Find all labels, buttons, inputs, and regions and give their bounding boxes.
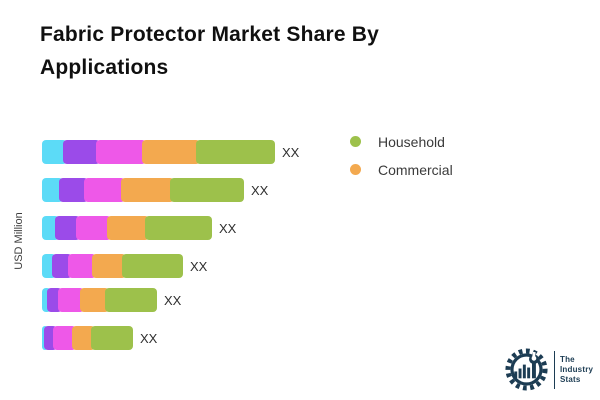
bar-value-label: XX [164,292,182,308]
bar-value-label: XX [282,144,300,160]
bar-segment-commercial [72,326,95,350]
legend-label: Commercial [378,161,453,178]
stacked-bar-6 [42,326,133,350]
legend-dot-commercial [350,164,361,175]
logo-divider [554,350,555,389]
chart-title: Fabric Protector Market Share By Applica… [40,23,380,79]
plot-area: XX XX XX XX XX XX [42,140,372,355]
logo-text-line2: Industry [560,364,594,374]
brand-logo: The Industry Stats [503,346,593,393]
stacked-bar-1 [42,140,275,164]
bar-segment-segment-cyan [42,140,67,164]
stacked-bar-5 [42,288,157,312]
bar-segment-commercial [107,216,149,240]
stacked-bar-4 [42,254,183,278]
bar-segment-household [122,254,183,278]
bar-row-6: XX [42,326,157,350]
logo-text: The Industry Stats [560,355,593,385]
bar-segment-household [91,326,133,350]
bar-row-2: XX [42,178,268,202]
bar-segment-segment-magenta [68,254,96,278]
bar-row-5: XX [42,288,181,312]
logo-text-line1: The [560,354,575,364]
legend-label: Household [378,133,445,150]
bar-segment-segment-purple [55,216,80,240]
bar-segment-segment-magenta [58,288,84,312]
bar-segment-commercial [92,254,126,278]
bar-segment-segment-magenta [84,178,125,202]
bar-segment-commercial [80,288,109,312]
bar-value-label: XX [190,258,208,274]
legend: Household Commercial [350,132,453,179]
bar-value-label: XX [219,220,237,236]
bar-segment-commercial [142,140,200,164]
legend-dot-household [350,136,361,147]
bar-segment-segment-magenta [96,140,146,164]
bar-segment-household [145,216,212,240]
y-axis-label: USD Million [13,212,25,270]
bar-segment-segment-purple [63,140,100,164]
bar-row-3: XX [42,216,236,240]
legend-item-commercial: Commercial [350,160,453,179]
logo-text-line3: Stats [560,374,581,384]
bar-segment-segment-magenta [53,326,76,350]
bar-segment-segment-purple [59,178,88,202]
bar-segment-segment-cyan [42,288,51,312]
bar-segment-household [170,178,244,202]
bar-segment-segment-cyan [42,178,63,202]
bar-row-1: XX [42,140,299,164]
bar-segment-household [105,288,157,312]
stacked-bar-3 [42,216,212,240]
stacked-bar-2 [42,178,244,202]
gear-wrench-icon [505,348,548,391]
bar-segment-segment-purple [52,254,72,278]
bar-segment-commercial [121,178,174,202]
bar-row-4: XX [42,254,207,278]
legend-item-household: Household [350,132,453,151]
bar-segment-segment-magenta [76,216,111,240]
bar-value-label: XX [140,330,158,346]
bar-value-label: XX [251,182,269,198]
bar-segment-segment-cyan [42,216,59,240]
bar-segment-household [196,140,275,164]
